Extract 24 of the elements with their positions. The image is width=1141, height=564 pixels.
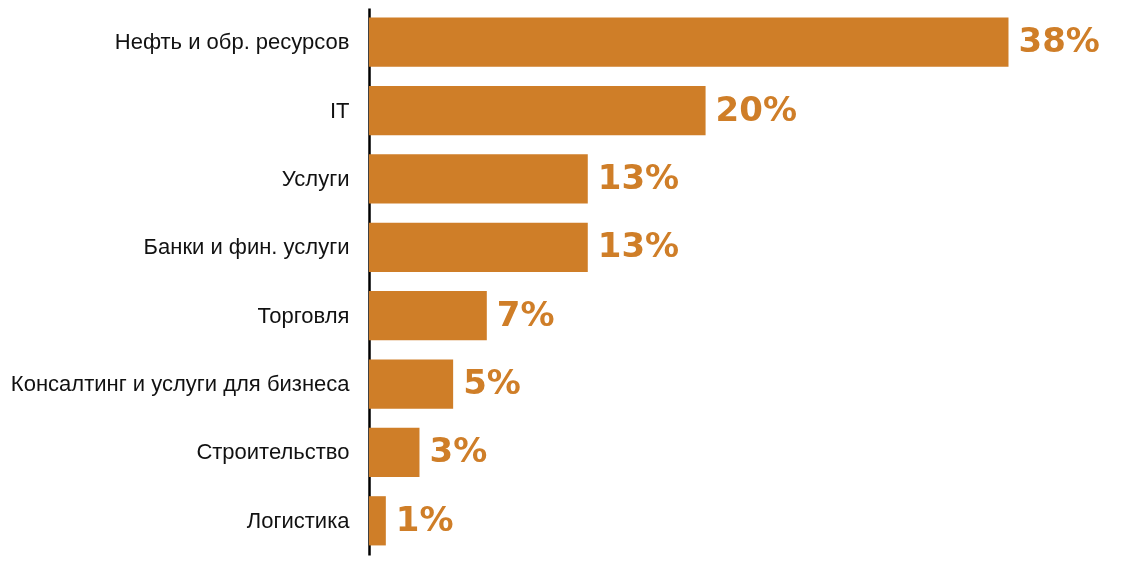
bar [369,496,386,546]
y-tick-label: Логистика [246,507,351,533]
y-tick-label: Консалтинг и услуги для бизнеса [10,371,351,397]
data-label: 5% [463,362,521,403]
bar [369,154,588,204]
y-tick-label: IT [329,97,350,123]
bar [369,222,588,272]
bar [369,359,454,409]
y-tick-label: Строительство [196,439,350,465]
y-tick-label: Нефть и обр. ресурсов [114,29,350,55]
bar [369,17,1009,67]
data-label: 20% [715,88,797,129]
data-label: 13% [597,156,680,197]
y-tick-label: Услуги [281,165,350,191]
data-label: 7% [496,293,555,334]
data-label: 1% [395,498,454,539]
bar [369,291,487,341]
data-label: 13% [597,225,680,266]
bar [369,427,420,478]
bar [369,85,706,136]
y-tick-label: Торговля [257,302,350,328]
y-tick-label: Банки и фин. услуги [143,234,350,260]
data-label: 3% [429,430,488,471]
data-label: 38% [1018,20,1100,61]
